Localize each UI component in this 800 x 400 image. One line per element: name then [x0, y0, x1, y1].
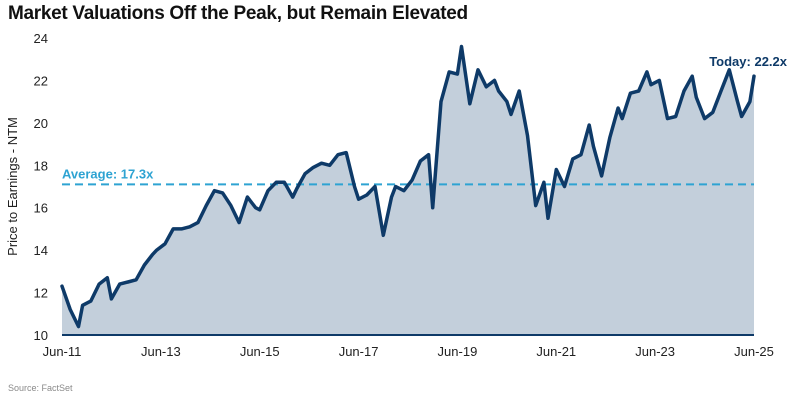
y-tick-label: 22 [34, 73, 48, 88]
x-tick-label: Jun-11 [43, 344, 82, 359]
average-label: Average: 17.3x [62, 166, 154, 181]
source-note: Source: FactSet [8, 383, 73, 393]
series-line [60, 44, 756, 329]
x-tick-label: Jun-13 [141, 344, 181, 359]
series-line-layer [60, 44, 756, 329]
x-tick-label: Jun-21 [536, 344, 576, 359]
x-tick-label: Jun-17 [339, 344, 379, 359]
chart-title: Market Valuations Off the Peak, but Rema… [8, 3, 468, 24]
x-tick-label: Jun-15 [240, 344, 280, 359]
x-tick-label: Jun-25 [734, 344, 774, 359]
series-area [62, 46, 754, 335]
y-tick-label: 10 [34, 328, 48, 343]
y-tick-label: 12 [34, 286, 48, 301]
area-fill-layer [62, 46, 754, 335]
y-axis-title: Price to Earnings - NTM [5, 117, 20, 256]
y-tick-label: 16 [34, 201, 48, 216]
axes-layer: Price to Earnings - NTM 10 12 14 16 18 20 22 24… [5, 31, 774, 359]
x-tick-label: Jun-19 [438, 344, 478, 359]
annotations-layer: Average: 17.3x Today: 22.2x [62, 54, 788, 181]
y-tick-label: 24 [34, 31, 48, 46]
y-tick-label: 20 [34, 116, 48, 131]
y-tick-label: 18 [34, 158, 48, 173]
x-tick-label: Jun-23 [635, 344, 675, 359]
y-tick-label: 14 [34, 243, 48, 258]
today-label: Today: 22.2x [709, 54, 788, 69]
